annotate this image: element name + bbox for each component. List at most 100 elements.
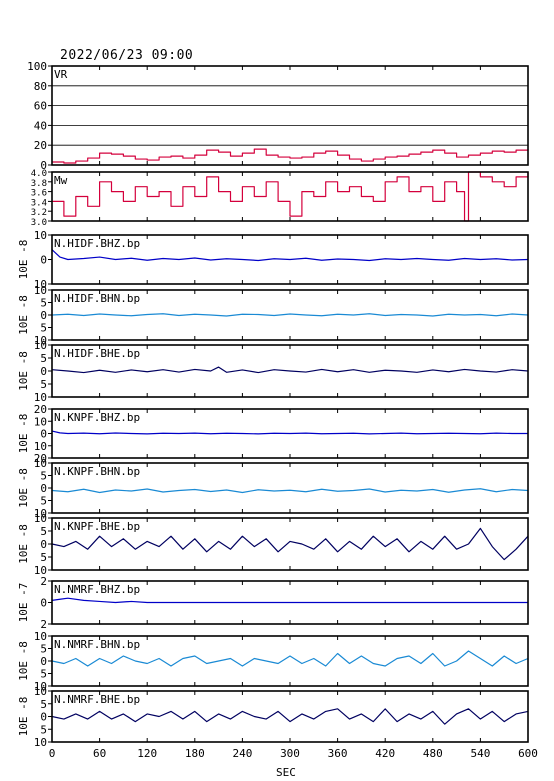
hidf_bhz-ytick-label: 0 [40,254,47,267]
nmrf_bhn-panel-title: N.NMRF.BHN.bp [54,638,140,651]
mw-series-line [52,171,529,222]
nmrf_bhz-panel-frame [51,580,529,625]
hidf_bhe-ytick-label: 0 [40,365,47,378]
mw-ytick-label: 3.8 [31,179,47,189]
hidf_bhz-ytick-label: 10 [34,278,47,291]
vr-series-line [52,148,529,164]
vr-ytick-label: 80 [34,80,47,93]
knpf_bhe-ytick-label: 5 [40,525,47,538]
hidf_bhe-series-line [51,366,529,374]
nmrf_bhe-ytick-label: 0 [40,711,47,724]
nmrf_bhe-ylabel: 10E -8 [17,697,30,737]
nmrf_bhn-ytick-label: 0 [40,655,47,668]
nmrf_bhe-panel-frame [51,690,529,743]
hidf_bhn-series-line [51,313,529,317]
hidf_bhe-panel-frame [51,344,529,398]
hidf_bhn-ytick-label: 5 [40,322,47,335]
vr-ytick-label: 100 [27,60,47,73]
knpf_bhn-ytick-label: 5 [40,470,47,483]
hidf_bhe-ytick-label: 10 [34,391,47,404]
hidf_bhn-panel-title: N.HIDF.BHN.bp [54,292,140,305]
hidf_bhz-series-line [51,249,529,262]
vr-ytick-label: 40 [34,119,47,132]
figure-title: 2022/06/23 09:00 [60,48,194,63]
knpf_bhz-ylabel: 10E -8 [17,414,30,454]
knpf_bhz-ytick-label: 0 [40,428,47,441]
nmrf_bhz-ytick-label: 0 [40,597,47,610]
hidf_bhe-panel-title: N.HIDF.BHE.bp [54,347,140,360]
hidf_bhe-ytick-label: 10 [34,339,47,352]
knpf_bhn-ytick-label: 5 [40,495,47,508]
knpf_bhe-series-line [51,527,529,561]
mw-ytick-label: 3.6 [31,189,47,199]
x-tick-label: 540 [470,747,490,760]
knpf_bhz-series-line [51,430,528,435]
mw-ytick-label: 4.0 [31,169,47,179]
nmrf_bhe-ytick-label: 5 [40,698,47,711]
mw-ytick-label: 3.4 [31,198,47,208]
x-axis-label: SEC [276,766,296,779]
vr-panel-frame [51,65,529,166]
vr-panel-title: VR [54,68,68,81]
mw-panel-title: Mw [54,174,68,187]
nmrf_bhz-ylabel: 10E -7 [17,583,30,623]
vr-ytick-label: 0 [40,159,47,172]
hidf_bhz-panel-title: N.HIDF.BHZ.bp [54,237,140,250]
knpf_bhz-panel-title: N.KNPF.BHZ.bp [54,411,140,424]
x-tick-label: 180 [185,747,205,760]
knpf_bhe-ytick-label: 10 [34,512,47,525]
knpf_bhn-panel-title: N.KNPF.BHN.bp [54,465,140,478]
nmrf_bhn-panel-frame [51,635,529,687]
x-tick-label: 480 [423,747,443,760]
nmrf_bhe-series-line [51,708,529,725]
nmrf_bhn-series-line [51,650,529,667]
knpf_bhn-series-line [51,488,529,494]
knpf_bhe-ylabel: 10E -8 [17,524,30,564]
knpf_bhe-panel-frame [51,517,529,571]
knpf_bhn-ytick-label: 10 [34,457,47,470]
knpf_bhz-ytick-label: 20 [34,452,47,465]
x-tick-label: 420 [375,747,395,760]
nmrf_bhn-ytick-label: 5 [40,643,47,656]
x-tick-label: 0 [49,747,56,760]
nmrf_bhe-panel-title: N.NMRF.BHE.bp [54,693,140,706]
nmrf_bhz-series-line [51,597,528,604]
nmrf_bhz-ytick-label: 2 [40,618,47,631]
vr-ytick-label: 60 [34,100,47,113]
x-tick-label: 300 [280,747,300,760]
knpf_bhe-ytick-label: 10 [34,564,47,577]
hidf_bhz-ytick-label: 10 [34,229,47,242]
hidf_bhn-ytick-label: 10 [34,284,47,297]
nmrf_bhe-ytick-label: 5 [40,723,47,736]
mw-ytick-label: 3.0 [31,218,47,228]
knpf_bhz-ytick-label: 10 [34,415,47,428]
mw-panel-frame [51,171,529,222]
hidf_bhz-ylabel: 10E -8 [17,240,30,280]
knpf_bhz-ytick-label: 10 [34,440,47,453]
nmrf_bhn-ylabel: 10E -8 [17,641,30,681]
knpf_bhe-ytick-label: 5 [40,551,47,564]
knpf_bhn-ylabel: 10E -8 [17,468,30,508]
x-tick-label: 60 [93,747,106,760]
x-tick-label: 600 [518,747,538,760]
hidf_bhe-ylabel: 10E -8 [17,351,30,391]
nmrf_bhz-ytick-label: 2 [40,575,47,588]
mw-ytick-label: 3.2 [31,208,47,218]
x-tick-label: 240 [232,747,252,760]
knpf_bhz-panel-frame [51,408,529,459]
nmrf_bhn-ytick-label: 5 [40,668,47,681]
nmrf_bhe-ytick-label: 10 [34,736,47,749]
knpf_bhn-ytick-label: 10 [34,507,47,520]
x-tick-label: 120 [137,747,157,760]
nmrf_bhe-ytick-label: 10 [34,685,47,698]
nmrf_bhz-panel-title: N.NMRF.BHZ.bp [54,583,140,596]
hidf_bhe-ytick-label: 5 [40,352,47,365]
hidf_bhn-ytick-label: 5 [40,297,47,310]
hidf_bhn-ytick-label: 10 [34,334,47,347]
hidf_bhz-panel-frame [51,234,529,285]
knpf_bhe-panel-title: N.KNPF.BHE.bp [54,520,140,533]
knpf_bhn-panel-frame [51,462,529,514]
vr-ytick-label: 20 [34,139,47,152]
